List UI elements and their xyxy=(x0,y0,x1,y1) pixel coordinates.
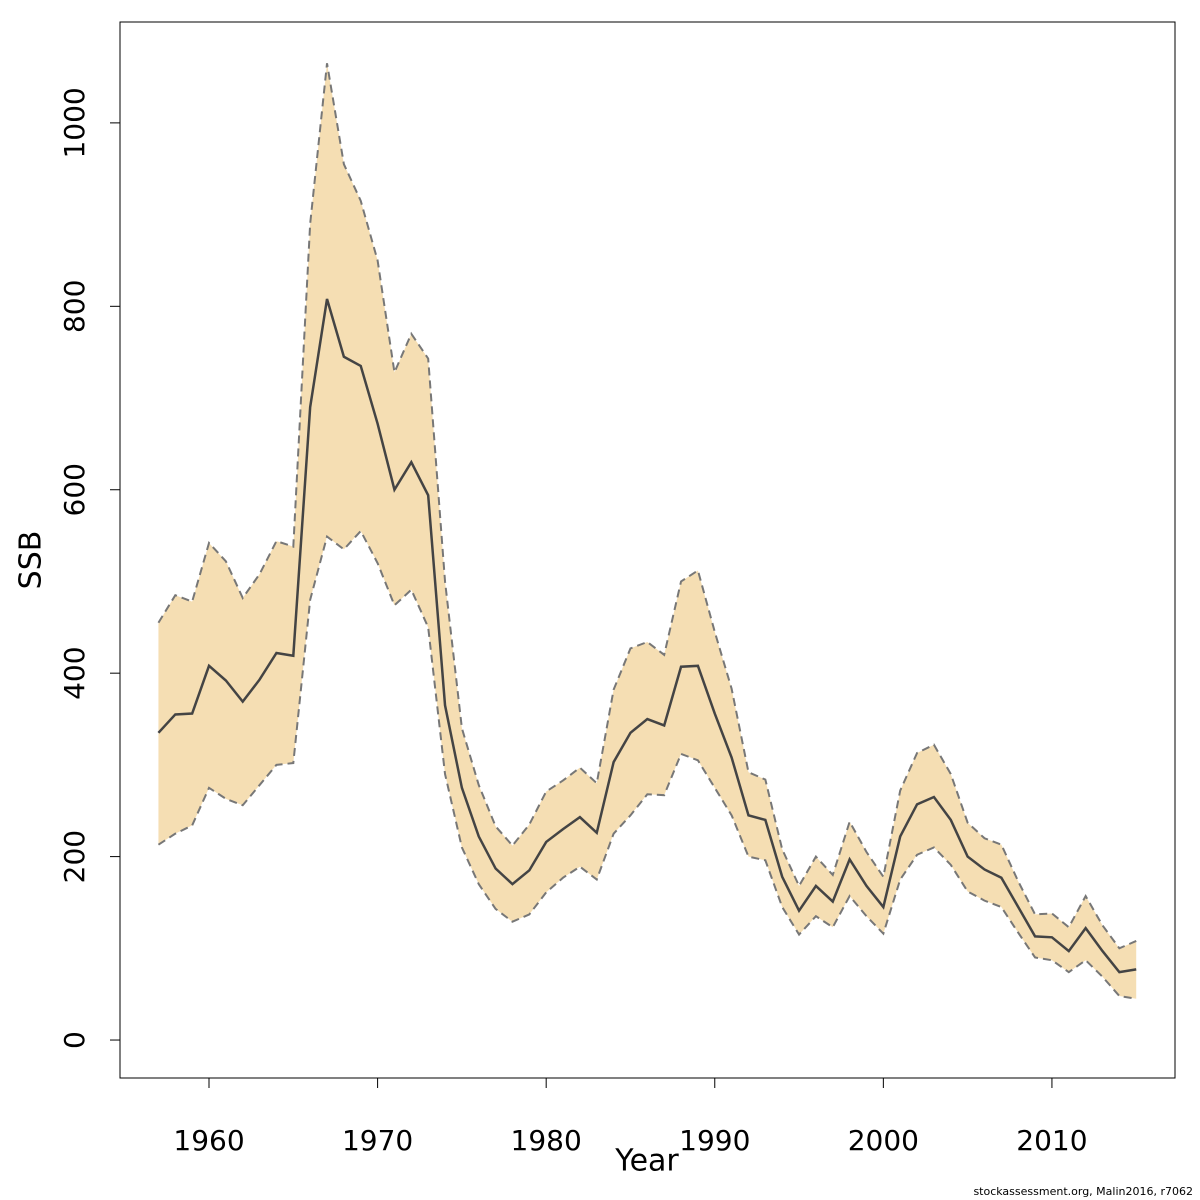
estimate-line xyxy=(157,298,1137,974)
y-tick-label: 200 xyxy=(58,830,91,883)
y-tick-label: 800 xyxy=(58,280,91,333)
x-tick-label: 1990 xyxy=(679,1124,750,1157)
plot-frame xyxy=(119,21,1176,1079)
x-tick-label: 1980 xyxy=(511,1124,582,1157)
confidence-band xyxy=(158,63,1137,999)
y-tick-label: 600 xyxy=(58,463,91,516)
x-tick-label: 1960 xyxy=(173,1124,244,1157)
y-tick-label: 1000 xyxy=(58,87,91,158)
lower-bound xyxy=(157,529,1137,1000)
x-axis-label: Year xyxy=(614,1144,679,1179)
footer: stockassessment.org, Malin2016, r7062 xyxy=(973,1185,1193,1198)
upper-bound xyxy=(157,63,1137,950)
x-tick-label: 2000 xyxy=(848,1124,919,1157)
x-tick-label: 2010 xyxy=(1016,1124,1087,1157)
y-tick-label: 400 xyxy=(58,646,91,699)
y-tick-label: 0 xyxy=(58,1031,91,1049)
y-axis-label: SSB xyxy=(14,531,49,590)
x-tick-label: 1970 xyxy=(342,1124,413,1157)
